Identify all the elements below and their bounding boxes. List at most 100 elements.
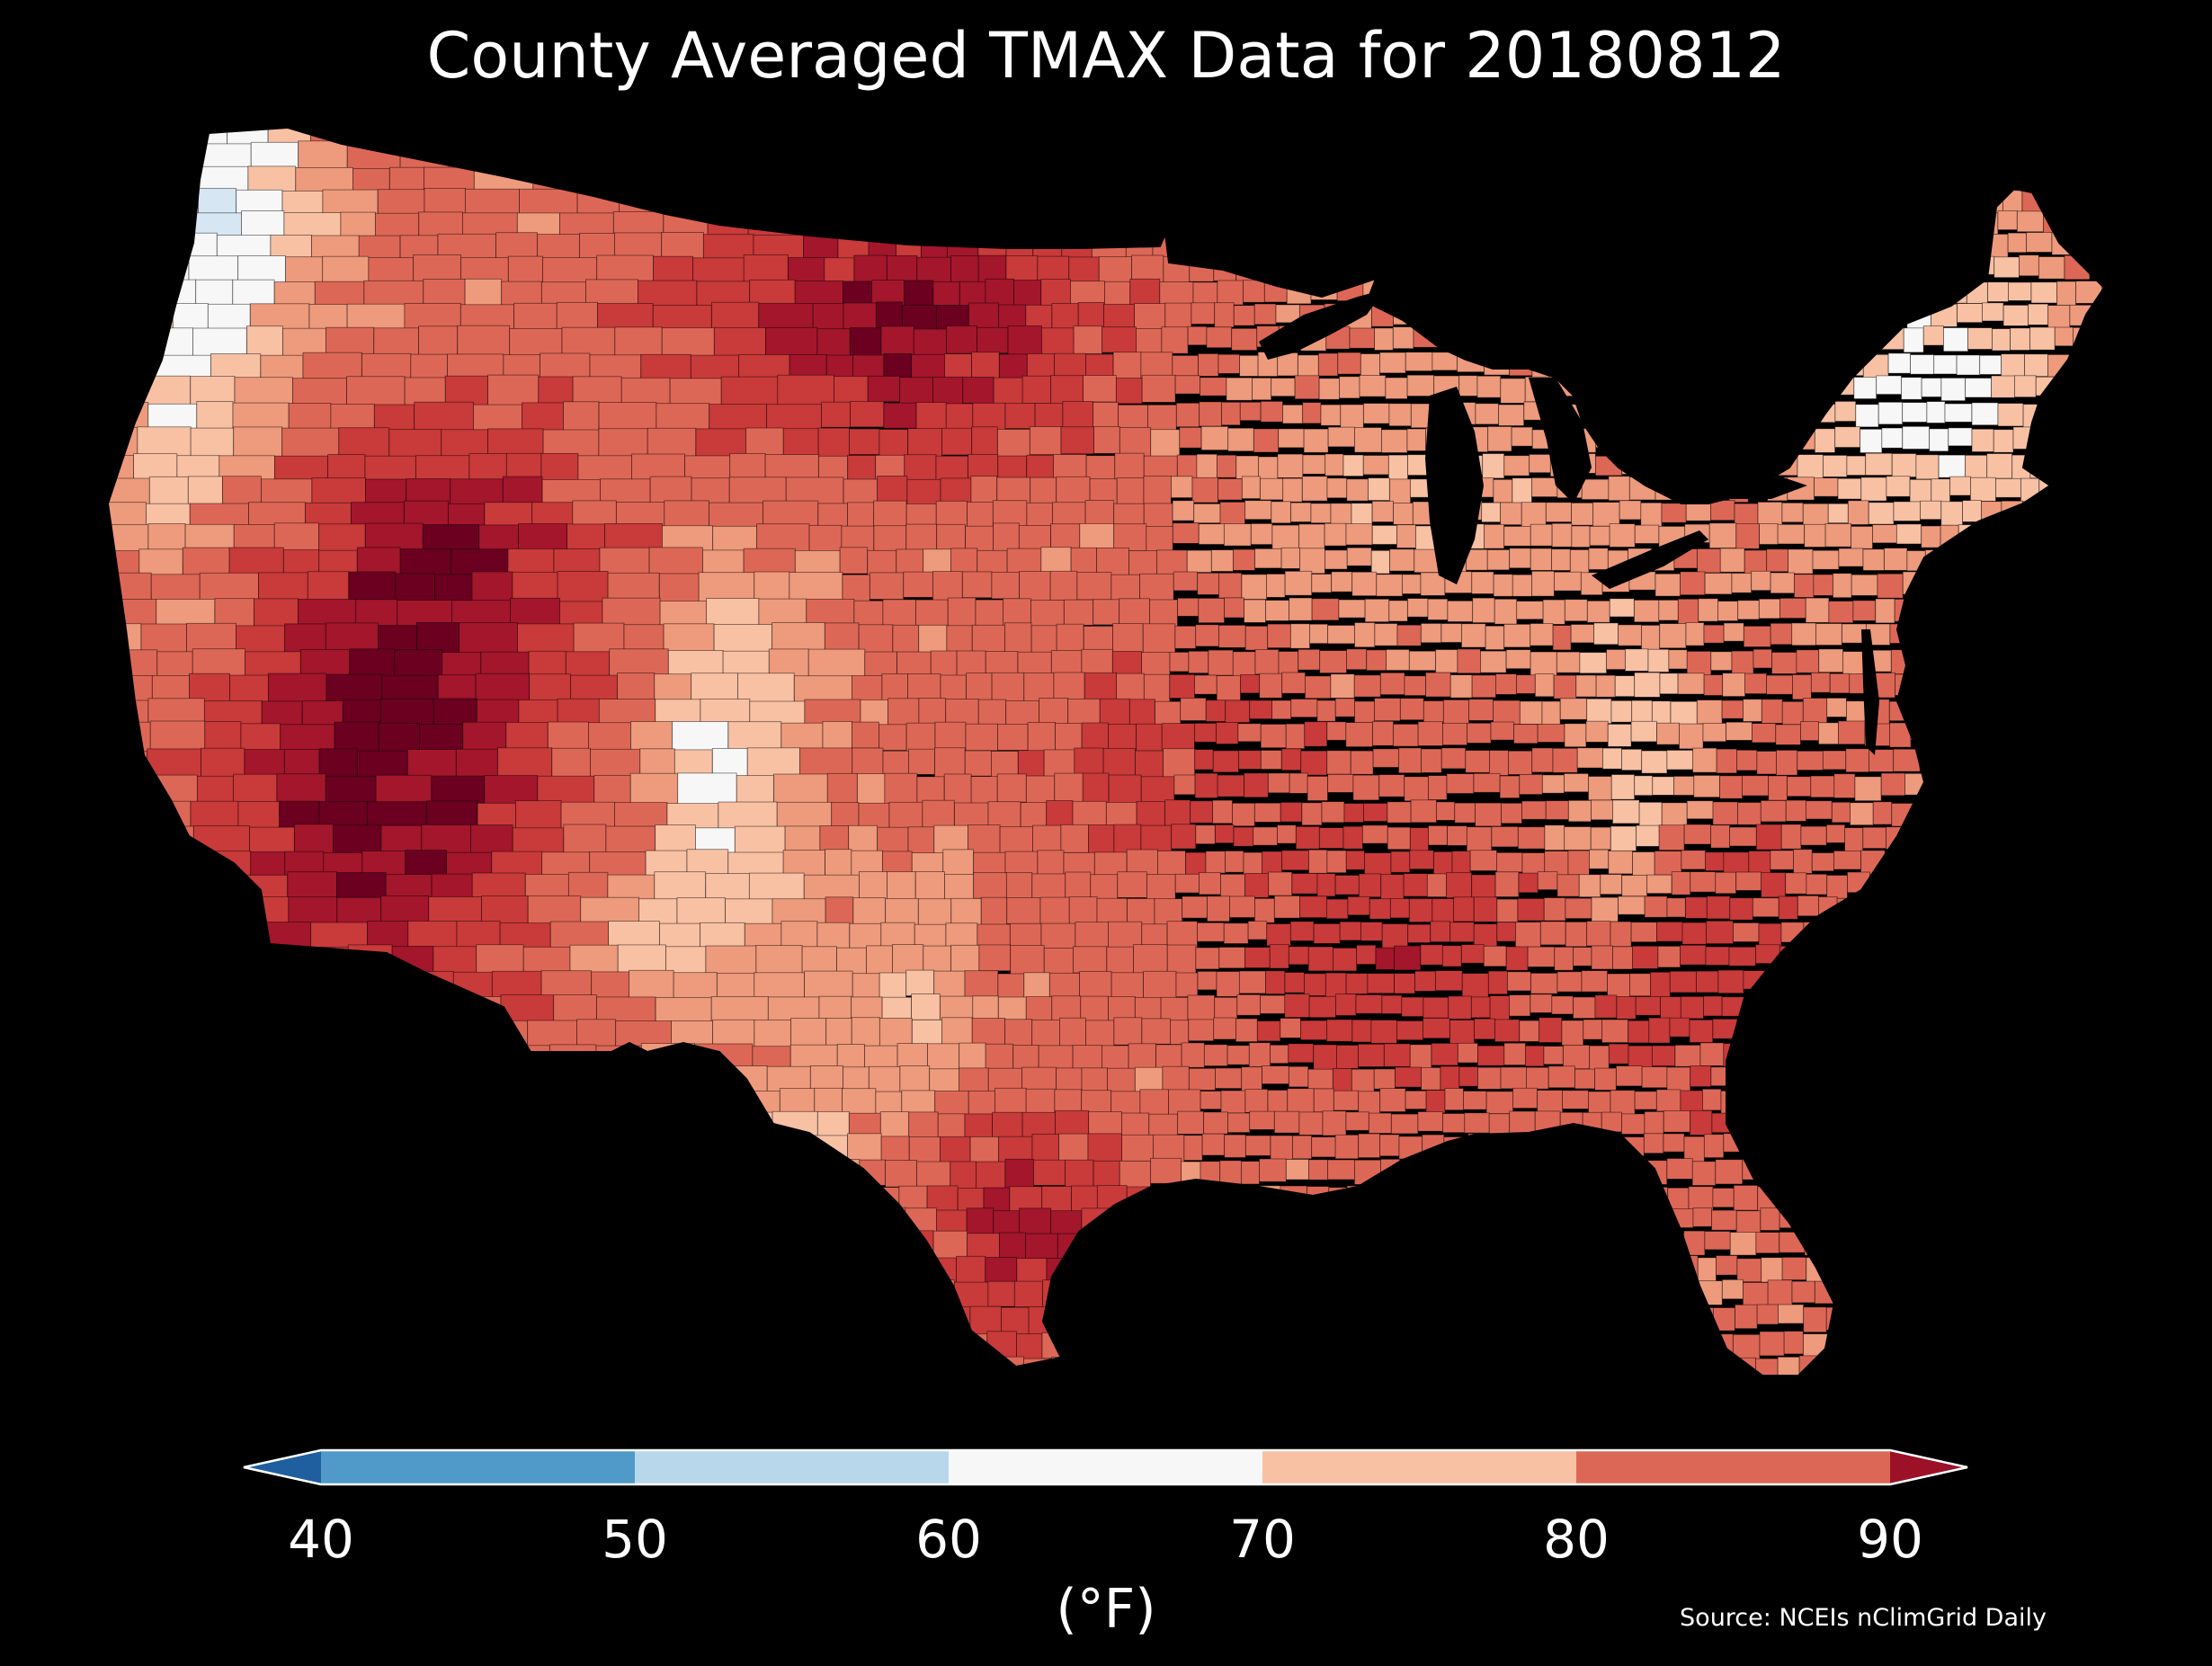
county-cell [1892, 209, 1912, 231]
county-cell [1256, 1020, 1281, 1042]
county-cell [1710, 500, 1735, 521]
county-cell [2017, 747, 2044, 767]
county-cell [1814, 128, 1842, 138]
county-cell [2112, 875, 2135, 893]
county-cell [1685, 622, 1705, 646]
county-cell [1474, 1018, 1495, 1040]
county-cell [2057, 1356, 2083, 1376]
county-cell [1988, 801, 2008, 826]
county-cell [1473, 896, 1498, 922]
county-cell [1248, 1042, 1271, 1067]
county-cell [1346, 547, 1372, 566]
county-cell [1764, 301, 1791, 325]
county-cell [2094, 1382, 2119, 1406]
county-cell [1198, 598, 1226, 624]
county-cell [1242, 128, 1264, 141]
county-cell [422, 1160, 460, 1208]
county-cell [1191, 302, 1216, 325]
county-cell [108, 1134, 141, 1173]
county-cell [1844, 141, 1870, 162]
county-cell [1332, 1355, 1358, 1376]
county-cell [1218, 625, 1246, 648]
county-cell [1226, 1233, 1247, 1256]
county-cell [2056, 281, 2076, 307]
county-cell [1834, 426, 1860, 449]
county-cell [1249, 699, 1272, 720]
county-cell [1824, 281, 1849, 302]
county-cell [1595, 281, 1623, 306]
county-cell [1233, 826, 1254, 847]
county-cell [1366, 649, 1387, 672]
county-cell [108, 774, 150, 828]
county-cell [1147, 404, 1177, 433]
county-cell [1921, 1090, 1949, 1114]
county-cell [1496, 165, 1519, 186]
county-cell [1461, 973, 1489, 999]
county-cell [1199, 1358, 1219, 1376]
county-cell [1093, 425, 1120, 454]
county-cell [1177, 1110, 1204, 1135]
county-cell [1625, 648, 1649, 672]
county-cell [2020, 1185, 2045, 1211]
county-cell [1612, 799, 1640, 824]
county-cell [751, 1210, 790, 1265]
county-cell [1551, 548, 1571, 571]
county-cell [1440, 1065, 1460, 1091]
county-cell [1351, 571, 1378, 597]
county-cell [1669, 1017, 1690, 1038]
county-cell [1239, 354, 1259, 377]
county-cell [1298, 523, 1325, 550]
county-cell [884, 772, 918, 806]
county-cell [2020, 524, 2043, 548]
county-cell [1562, 1134, 1584, 1160]
county-cell [892, 624, 920, 655]
county-cell [1216, 675, 1241, 701]
county-cell [1372, 748, 1399, 768]
county-cell [1760, 800, 1787, 823]
county-cell [1277, 824, 1297, 844]
county-cell [1467, 722, 1492, 744]
county-cell [1073, 189, 1102, 216]
county-cell [219, 1042, 263, 1088]
county-cell [1586, 698, 1612, 725]
county-cell [1573, 996, 1596, 1020]
county-cell [772, 1110, 818, 1146]
county-cell [1880, 772, 1905, 797]
county-cell [904, 280, 934, 308]
county-cell [1832, 1385, 1850, 1403]
county-cell [1224, 1134, 1246, 1158]
county-cell [1894, 280, 1918, 299]
county-cell [887, 189, 917, 218]
county-cell [663, 623, 715, 655]
county-cell [1452, 211, 1475, 234]
county-cell [947, 597, 977, 628]
county-cell [2063, 1207, 2091, 1230]
county-cell [1949, 191, 1977, 218]
county-cell [1060, 212, 1093, 240]
county-cell [1454, 128, 1476, 142]
county-cell [1641, 1066, 1668, 1089]
county-cell [997, 428, 1030, 459]
county-cell [1884, 997, 1911, 1021]
county-cell [1552, 234, 1574, 255]
county-cell [1742, 302, 1765, 328]
county-cell [2013, 944, 2034, 969]
county-cell [1517, 898, 1545, 922]
county-cell [1600, 375, 1622, 402]
county-cell [1325, 1333, 1352, 1357]
county-cell [852, 747, 884, 777]
county-cell [1330, 673, 1355, 699]
county-cell [866, 945, 893, 976]
county-cell [1072, 1256, 1103, 1286]
county-cell [1628, 1258, 1650, 1282]
county-cell [1114, 1207, 1148, 1241]
county-cell [1269, 944, 1289, 969]
county-cell [344, 1383, 389, 1415]
county-cell [294, 1187, 348, 1223]
county-cell [1054, 772, 1084, 805]
county-cell [1804, 523, 1826, 548]
county-cell [849, 428, 880, 456]
county-cell [1729, 897, 1753, 921]
county-cell [403, 1231, 443, 1267]
county-cell [1317, 352, 1339, 377]
